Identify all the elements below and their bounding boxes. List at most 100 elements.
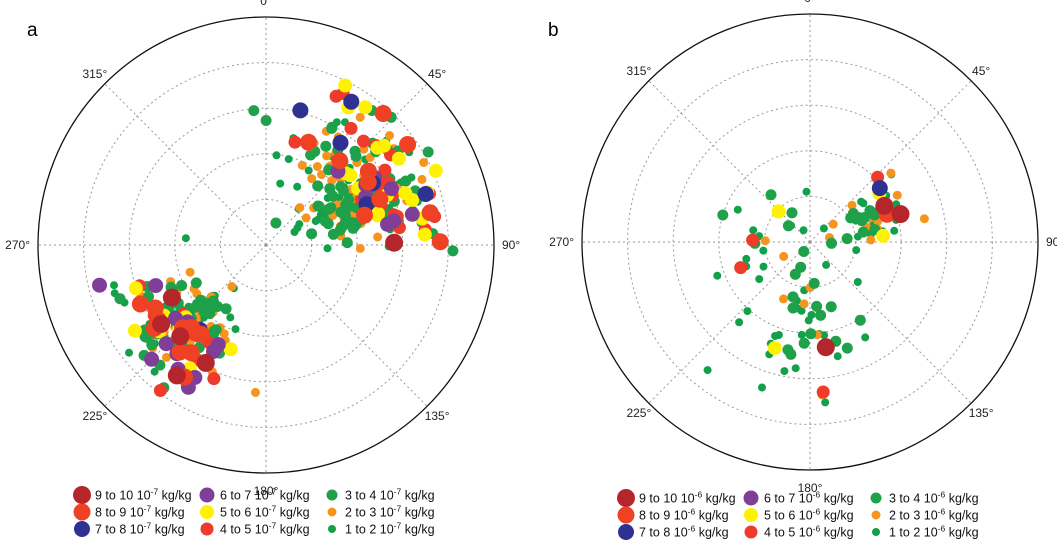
angle-tick-label: 90° [502,238,520,252]
data-point [847,200,857,210]
data-point [400,175,412,187]
data-point [816,338,835,357]
data-point [306,228,318,240]
data-point [743,307,752,316]
angle-tick-label: 135° [425,409,450,423]
data-point [300,133,317,151]
data-point [204,308,216,319]
legend-unit: kg/kg [945,509,978,523]
data-point [786,207,798,219]
data-point [152,315,171,333]
data-point [755,275,764,284]
data-point [331,152,349,170]
data-point [339,218,351,230]
data-point [231,325,240,334]
data-point [854,314,866,326]
angle-tick-label: 270° [549,235,574,249]
data-point [798,337,810,349]
grid-spoke [265,244,428,407]
data-point [713,271,722,280]
legend-marker [618,524,634,540]
legend-entry: 1 to 2 10-7 kg/kg [345,521,435,537]
data-point [284,155,293,164]
data-point [338,78,353,93]
legend-unit: kg/kg [945,492,978,506]
data-point [125,348,133,357]
data-point [114,293,126,305]
data-point [293,182,302,191]
data-point [371,206,386,221]
data-point [828,219,838,229]
legend-entry: 4 to 5 10-6 kg/kg [764,524,854,540]
angle-tick-label: 315° [626,64,651,78]
data-point [332,134,349,151]
data-point [819,224,828,233]
grid-spoke [809,241,972,404]
data-point [196,353,215,372]
data-point [787,291,799,303]
legend-entry: 2 to 3 10-7 kg/kg [345,504,435,520]
legend-marker [744,525,758,539]
data-point [260,115,272,126]
data-point [153,384,167,397]
data-point [742,254,751,263]
legend-exponent: -6 [813,507,821,517]
data-point [398,186,413,201]
data-point [227,282,237,291]
data-point [816,385,830,399]
data-point [421,204,439,222]
data-point [735,318,744,327]
legend-entry: 6 to 7 10-6 kg/kg [764,490,854,506]
data-point [207,326,219,337]
data-point [380,216,395,232]
data-point [771,332,780,340]
data-point [371,190,389,208]
data-point [703,366,712,375]
data-point [210,337,226,352]
legend-entry: 7 to 8 10-6 kg/kg [639,524,729,540]
data-point [376,138,391,153]
legend-entry: 9 to 10 10-7 kg/kg [95,487,192,503]
data-point [419,158,429,167]
data-point [220,303,232,315]
panel-label-a: a [27,20,38,41]
data-point [341,237,353,249]
data-point [447,245,459,257]
legend-exponent: -7 [394,504,402,514]
data-point [297,160,307,170]
legend-marker [74,521,90,537]
grid-ring [83,62,449,428]
legend-exponent: -6 [938,507,946,517]
data-point [833,352,842,361]
legend-range: 9 to 10 10 [95,489,151,503]
legend-range: 6 to 7 10 [220,489,269,503]
data-point [337,185,349,197]
legend: 9 to 10 10-6 kg/kg8 to 9 10-6 kg/kg7 to … [617,489,979,540]
legend-unit: kg/kg [820,492,853,506]
legend-unit: kg/kg [276,523,309,537]
scatter-points [92,78,459,397]
legend-marker [327,507,337,517]
legend-unit: kg/kg [695,526,728,540]
data-point [358,100,373,115]
data-point [822,260,831,269]
data-point [357,134,370,148]
data-point [404,206,420,222]
data-point [871,180,888,197]
data-point [335,206,347,218]
grid-spoke [104,83,267,246]
data-point [150,367,159,376]
data-point [765,189,777,201]
data-point [820,331,829,340]
data-point [815,309,827,321]
data-point [797,306,806,315]
legend-marker [73,503,91,521]
grid-ring [627,59,993,425]
angle-tick-label: 270° [5,238,30,252]
data-point [207,372,221,386]
data-point [301,213,311,223]
data-point [771,204,786,219]
panel-label-b: b [548,20,559,41]
data-point [861,333,870,342]
data-point [876,228,891,243]
